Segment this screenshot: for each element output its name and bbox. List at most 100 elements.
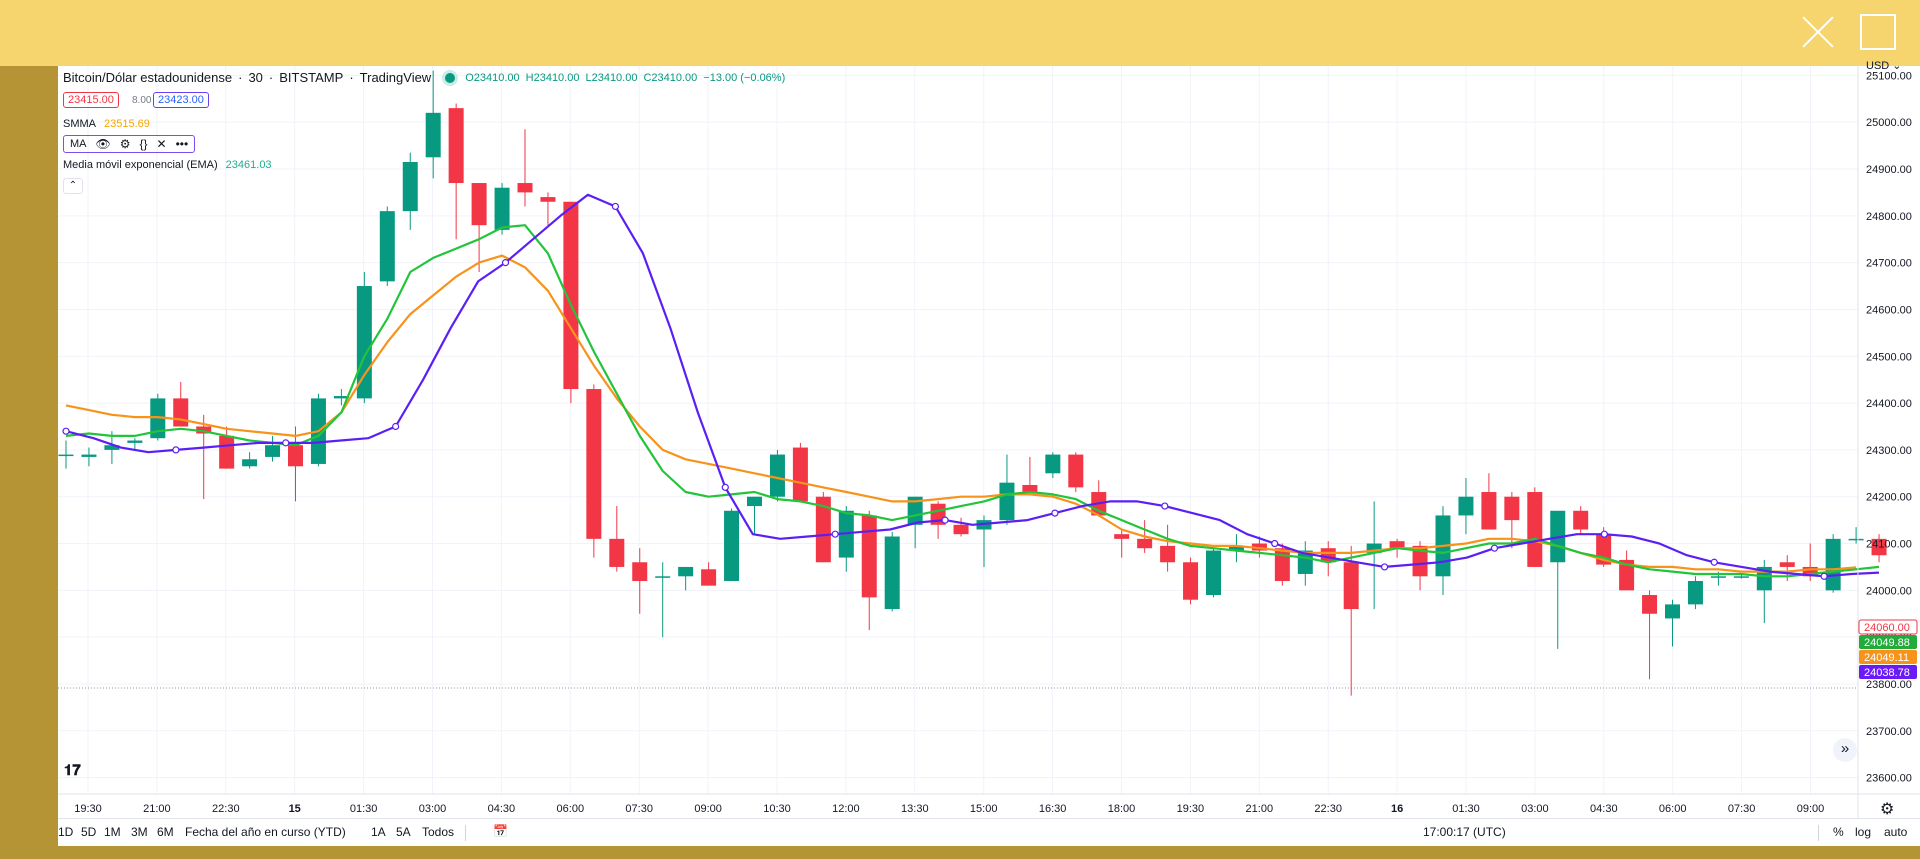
maximize-icon[interactable] — [1860, 14, 1896, 50]
price-chart[interactable]: 25100.00 25000.00 24900.00 24800.00 24700.00… — [58, 66, 1920, 818]
candle-body — [884, 536, 900, 610]
candle-body — [1068, 454, 1084, 488]
ma-point-marker — [1820, 572, 1828, 580]
indicator-smma[interactable]: SMMA 23515.69 — [63, 118, 150, 130]
price-tag-label: 24049.11 — [1864, 652, 1909, 664]
time-tick-label: 16 — [1391, 803, 1403, 815]
range-1d[interactable]: 1D — [58, 825, 74, 839]
time-tick-label: 03:00 — [419, 803, 447, 815]
candle-body — [953, 524, 969, 535]
eye-icon[interactable]: 👁 — [95, 137, 111, 151]
source-label: TradingView — [359, 70, 432, 85]
candle-body — [448, 108, 464, 184]
time-tick-label: 18:00 — [1108, 803, 1136, 815]
ma-point-marker — [721, 483, 729, 491]
candle-body — [655, 576, 671, 578]
price-tick-label: 24600.00 — [1866, 304, 1912, 316]
price-tag-box — [1859, 665, 1917, 679]
price-tick-label: 24300.00 — [1866, 445, 1912, 457]
candle-body — [471, 183, 487, 226]
candle-body — [58, 454, 74, 457]
range-6m[interactable]: 6M — [157, 825, 174, 839]
ema-line — [65, 224, 1880, 578]
toolbar-divider — [465, 825, 466, 841]
candle-body — [540, 197, 556, 202]
ohlc-change: −13.00 (−0.06%) — [703, 71, 786, 84]
range-1a[interactable]: 1A — [371, 825, 386, 839]
price-tick-label: 23700.00 — [1866, 726, 1912, 738]
candle-body — [242, 459, 258, 467]
range-ytd[interactable]: Fecha del año en curso (YTD) — [185, 825, 346, 839]
price-tick-label: 23600.00 — [1866, 773, 1912, 785]
currency-selector[interactable]: USD ⌄ — [1866, 59, 1902, 72]
time-tick-label: 01:30 — [350, 803, 378, 815]
time-tick-label: 16:30 — [1039, 803, 1067, 815]
candle-body — [517, 183, 533, 193]
candle-body — [1160, 545, 1176, 563]
candle-body — [678, 566, 694, 577]
tradingview-logo-icon[interactable]: 𝟏𝟕 — [64, 762, 81, 779]
time-tick-label: 06:00 — [1659, 803, 1687, 815]
range-5a[interactable]: 5A — [396, 825, 411, 839]
currency-label[interactable]: USD — [1866, 60, 1890, 72]
ma-point-marker — [501, 259, 510, 267]
close-icon[interactable]: ✕ — [156, 137, 167, 151]
ohlc-values: O23410.00 H23410.00 L23410.00 C23410.00 −13.… — [465, 72, 791, 84]
ma-point-marker — [172, 446, 180, 454]
frame-bottom-accent — [0, 846, 1920, 859]
candle-body — [1389, 541, 1405, 549]
time-tick-label: 15:00 — [970, 803, 998, 815]
candle-body — [1848, 538, 1864, 541]
ohlc-high: H23410.00 — [525, 71, 580, 84]
ma-point-marker — [1051, 509, 1059, 517]
indicator-lines — [62, 193, 1880, 580]
ema-label: Media móvil exponencial (EMA) — [63, 159, 218, 171]
more-icon[interactable]: ••• — [175, 137, 189, 151]
close-icon[interactable] — [1800, 14, 1836, 50]
candle-body — [1504, 496, 1520, 521]
candle-body — [1802, 566, 1818, 577]
symbol-name[interactable]: Bitcoin/Dólar estadounidense — [63, 70, 233, 85]
braces-icon[interactable]: {} — [139, 137, 148, 151]
gear-icon[interactable]: ⚙ — [119, 137, 131, 151]
candle-body — [81, 454, 97, 457]
candle-body — [586, 389, 602, 539]
indicator-ema[interactable]: Media móvil exponencial (EMA) 23461.03 — [63, 159, 272, 171]
range-todos[interactable]: Todos — [422, 825, 455, 839]
clock-time[interactable]: 17:00:17 (UTC) — [1423, 825, 1506, 839]
price-tag-label: 24049.88 — [1864, 637, 1910, 649]
toolbar-divider — [1818, 825, 1819, 841]
buy-price-button[interactable]: 23423.00 — [153, 92, 209, 108]
log-toggle[interactable]: log — [1855, 825, 1872, 839]
candle-body — [1665, 604, 1680, 619]
candle-body — [769, 454, 785, 497]
range-1m[interactable]: 1M — [104, 825, 121, 839]
chevron-up-icon[interactable]: ⌃ — [63, 178, 83, 194]
auto-toggle[interactable]: auto — [1884, 825, 1908, 839]
calendar-icon[interactable]: 📅 — [493, 824, 508, 838]
time-tick-label: 19:30 — [1177, 803, 1205, 815]
candle-body — [1871, 538, 1887, 556]
smma-label: SMMA — [63, 118, 96, 130]
time-tick-label: 15 — [289, 803, 301, 815]
sell-price-button[interactable]: 23415.00 — [63, 92, 119, 108]
ma-label: MA — [70, 138, 87, 150]
candle-body — [1366, 543, 1382, 553]
range-5d[interactable]: 5D — [81, 825, 97, 839]
price-tick-label: 24400.00 — [1866, 398, 1912, 410]
double-chevron-right-icon[interactable]: » — [1833, 738, 1857, 762]
percent-toggle[interactable]: % — [1833, 825, 1844, 839]
candle-body — [792, 447, 808, 502]
live-dot-icon — [445, 72, 456, 83]
frame-left-accent — [0, 55, 58, 859]
price-tag: 24038.78 — [1859, 665, 1917, 679]
indicator-ma[interactable]: MA 👁 ⚙ {} ✕ ••• — [63, 135, 196, 153]
ma-point-marker — [62, 427, 70, 435]
price-tick-label: 25100.00 — [1866, 70, 1912, 82]
settings-icon[interactable]: ⚙ — [1880, 801, 1895, 818]
interval-label[interactable]: 30 — [248, 70, 263, 85]
candle-body — [379, 211, 395, 282]
ma-point-marker — [1710, 558, 1718, 566]
chart-panel[interactable]: 25100.00 25000.00 24900.00 24800.00 24700.00… — [58, 60, 1920, 846]
range-3m[interactable]: 3M — [131, 825, 148, 839]
